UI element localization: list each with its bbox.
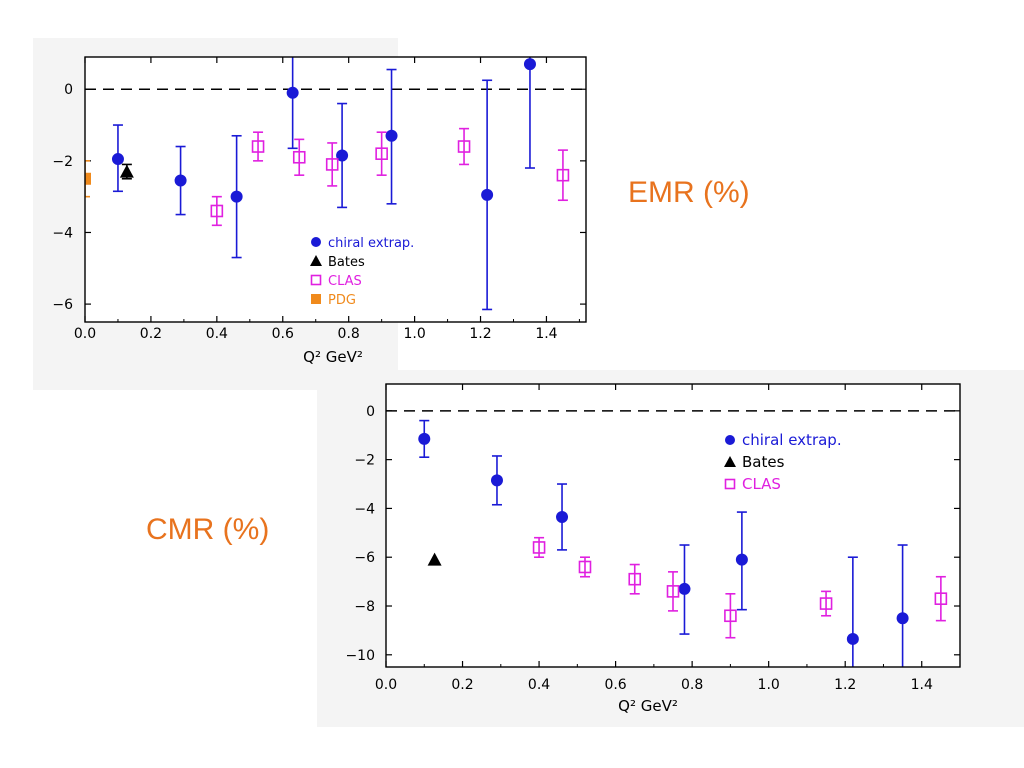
data-point xyxy=(666,585,680,598)
cmr-chart: 0.0 0.2 0.4 0.6 0.8 1.0 1.2 1.4 0 −2 −4 −6 −8 −10 Q² G… xyxy=(317,370,1024,727)
legend-label: CLAS xyxy=(328,274,362,289)
y-tick-label: −6 xyxy=(354,550,375,566)
emr-label: EMR (%) xyxy=(628,176,750,209)
y-tick-label: −6 xyxy=(52,297,73,313)
data-point xyxy=(481,188,494,201)
data-point xyxy=(819,597,833,610)
legend: chiral extrap. Bates CLAS PDG xyxy=(310,236,414,308)
x-axis-label: Q² GeV² xyxy=(303,348,363,366)
data-point xyxy=(490,474,503,487)
x-tick-label: 0.2 xyxy=(451,677,473,693)
data-point xyxy=(896,612,909,625)
x-tick-label: 1.0 xyxy=(758,677,780,693)
data-point xyxy=(210,204,224,218)
emr-chart: 0.0 0.2 0.4 0.6 0.8 1.0 1.2 1.4 0 −2 −4 −6 Q² GeV² ch… xyxy=(33,38,587,390)
data-point xyxy=(846,632,859,645)
data-point xyxy=(286,86,299,99)
data-point xyxy=(325,158,339,171)
y-tick-label: 0 xyxy=(366,404,375,420)
data-point xyxy=(385,129,398,142)
legend-marker xyxy=(724,478,736,490)
x-tick-label: 1.4 xyxy=(535,326,557,342)
x-tick-label: 0.2 xyxy=(140,326,162,342)
legend-marker xyxy=(724,456,736,467)
x-tick-label: 1.0 xyxy=(403,326,425,342)
x-tick-label: 0.4 xyxy=(528,677,550,693)
legend: chiral extrap. Bates CLAS xyxy=(724,431,842,493)
y-tick-label: −4 xyxy=(52,225,73,241)
data-layer xyxy=(418,419,948,667)
y-tick-label: −2 xyxy=(52,154,73,170)
data-point xyxy=(174,174,187,187)
data-point xyxy=(523,58,536,71)
y-tick-label: −4 xyxy=(354,501,375,517)
legend-label: chiral extrap. xyxy=(328,236,414,251)
x-tick-label: 0.6 xyxy=(604,677,626,693)
data-point xyxy=(735,553,748,566)
data-point xyxy=(85,172,91,185)
x-tick-label: 0.0 xyxy=(74,326,96,342)
data-point xyxy=(375,147,388,160)
x-tick-label: 0.6 xyxy=(272,326,294,342)
y-tick-label: −8 xyxy=(354,599,375,615)
x-tick-label: 0.0 xyxy=(375,677,397,693)
data-point xyxy=(119,164,134,178)
data-point xyxy=(292,150,306,164)
y-tick-label: −10 xyxy=(345,648,375,664)
x-tick-label: 0.4 xyxy=(206,326,228,342)
data-point xyxy=(111,153,124,166)
x-axis-label: Q² GeV² xyxy=(618,697,678,715)
data-point xyxy=(556,510,569,523)
legend-marker xyxy=(310,274,322,286)
data-point xyxy=(628,572,642,586)
y-tick-label: 0 xyxy=(64,82,73,98)
x-tick-label: 0.8 xyxy=(681,677,703,693)
plot-area xyxy=(386,384,960,667)
data-point xyxy=(578,560,592,574)
data-point xyxy=(336,149,349,162)
legend-label: CLAS xyxy=(742,475,781,493)
data-point xyxy=(457,140,471,153)
data-point xyxy=(532,541,546,554)
data-point xyxy=(418,432,431,445)
cmr-label: CMR (%) xyxy=(146,513,270,546)
data-layer xyxy=(85,57,570,311)
x-tick-label: 0.8 xyxy=(338,326,360,342)
plot-frame xyxy=(84,56,587,323)
data-point xyxy=(724,609,737,623)
data-point xyxy=(230,190,243,203)
legend-label: Bates xyxy=(328,255,365,270)
legend-marker xyxy=(725,435,735,445)
legend-marker xyxy=(311,237,321,247)
plot-area xyxy=(85,57,586,322)
legend-marker xyxy=(310,255,322,266)
data-point xyxy=(678,582,691,595)
legend-label: Bates xyxy=(742,453,785,471)
x-tick-label: 1.4 xyxy=(911,677,933,693)
x-tick-label: 1.2 xyxy=(469,326,491,342)
data-point xyxy=(934,592,948,605)
data-point xyxy=(556,168,570,182)
data-point xyxy=(251,140,265,153)
legend-marker xyxy=(311,294,321,304)
plot-frame xyxy=(385,383,961,668)
x-tick-label: 1.2 xyxy=(834,677,856,693)
legend-label: PDG xyxy=(328,293,356,308)
data-point xyxy=(427,552,442,566)
y-tick-label: −2 xyxy=(354,453,375,469)
legend-label: chiral extrap. xyxy=(742,431,842,449)
